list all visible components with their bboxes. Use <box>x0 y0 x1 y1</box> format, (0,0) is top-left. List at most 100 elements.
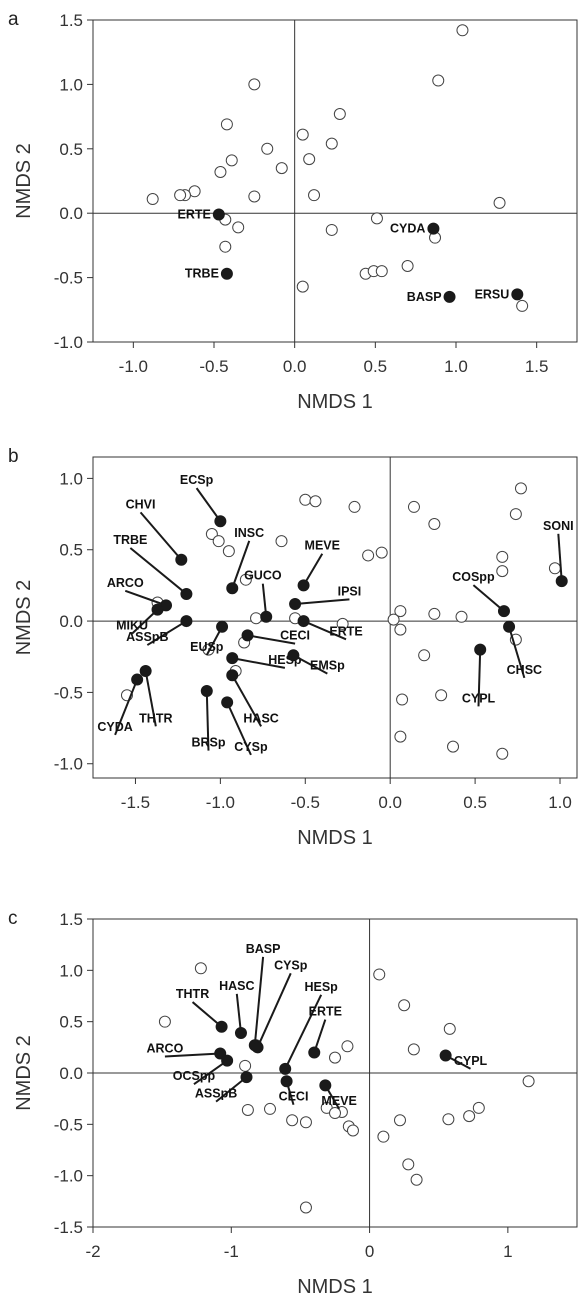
leader-line <box>124 589 167 607</box>
open-point <box>428 518 441 531</box>
species-label: CYSp <box>234 740 268 754</box>
open-point <box>394 730 407 743</box>
y-axis-label: NMDS 2 <box>13 1035 35 1111</box>
leader-line <box>144 670 157 727</box>
y-tick-label: 0.0 <box>59 612 83 631</box>
species-label: CHSC <box>507 663 542 677</box>
leader-line <box>164 1052 221 1058</box>
open-point <box>496 565 509 578</box>
species-label: ERSU <box>475 287 510 301</box>
filled-point <box>131 673 144 686</box>
x-tick-label: 1.5 <box>525 357 549 376</box>
open-point <box>212 535 225 548</box>
filled-point <box>215 1020 228 1033</box>
open-point <box>333 108 346 121</box>
y-axis-label: NMDS 2 <box>13 580 35 656</box>
filled-point <box>280 1075 293 1088</box>
leader-line <box>146 620 187 646</box>
open-point <box>402 1158 415 1171</box>
species-label: THTR <box>176 987 209 1001</box>
species-label: MEVE <box>305 539 340 553</box>
open-point <box>299 1201 312 1214</box>
species-label: CYDA <box>97 720 132 734</box>
open-point <box>398 999 411 1012</box>
x-tick-label: 1.0 <box>444 357 468 376</box>
y-tick-label: -1.0 <box>54 333 83 352</box>
species-label: CECI <box>280 629 310 643</box>
filled-point <box>511 288 524 301</box>
species-label: ARCO <box>147 1041 184 1055</box>
plot-frame <box>92 19 578 343</box>
filled-point <box>200 684 213 697</box>
open-point <box>472 1101 485 1114</box>
open-point <box>428 607 441 620</box>
y-tick-label: 0.0 <box>59 204 83 223</box>
species-label: ECSp <box>180 473 214 487</box>
open-point <box>329 1107 341 1120</box>
species-label: GUCO <box>244 569 282 583</box>
open-point <box>309 495 322 508</box>
y-tick-label: -0.5 <box>54 683 83 702</box>
species-label: ERTE <box>309 1005 342 1019</box>
leader-line <box>129 547 188 595</box>
y-tick-label: -0.5 <box>54 269 83 288</box>
leader-line <box>303 620 347 641</box>
species-label: BASP <box>246 942 281 956</box>
open-point <box>407 1043 420 1056</box>
open-point <box>387 613 400 626</box>
open-point <box>493 196 506 209</box>
leader-line <box>215 1076 248 1103</box>
leader-line <box>205 690 210 751</box>
species-label: SONI <box>543 519 574 533</box>
leader-line <box>231 674 262 727</box>
leader-line <box>508 626 526 679</box>
filled-point <box>289 597 302 610</box>
species-label: BRSp <box>191 736 225 750</box>
x-tick-label: 0.0 <box>283 357 307 376</box>
species-label: MEVE <box>321 1094 356 1108</box>
open-point <box>239 573 252 586</box>
filled-point <box>212 208 225 221</box>
panel-c: -2 -1 0 1 -1.5 -1.0 -0.5 0.0 0.5 1.0 1.5 NMDS 1 NMDS… <box>8 908 578 1298</box>
leader-line <box>191 1001 223 1028</box>
species-label: TRBE <box>113 533 147 547</box>
y-tick-label: 1.5 <box>59 11 83 30</box>
open-point <box>348 500 361 513</box>
species-label: CYDA <box>390 222 425 236</box>
y-tick-label: 1.0 <box>59 469 83 488</box>
species-label: EMSp <box>310 659 345 673</box>
open-point <box>303 153 316 166</box>
species-label: HESp <box>304 980 338 994</box>
open-point <box>410 1173 423 1186</box>
plot-frame <box>92 456 578 779</box>
x-tick-label: 0.5 <box>463 793 487 812</box>
open-point <box>346 1124 359 1137</box>
y-tick-label: 1.5 <box>59 910 83 929</box>
open-point <box>509 508 522 521</box>
filled-point <box>297 615 310 628</box>
leader-line <box>193 1059 228 1086</box>
x-tick-label: 1.0 <box>548 793 572 812</box>
open-point <box>220 118 233 131</box>
open-point <box>341 1040 354 1053</box>
x-tick-label: -2 <box>85 1242 100 1261</box>
filled-point <box>221 696 234 709</box>
leader-line <box>139 511 183 561</box>
open-point <box>370 212 383 225</box>
open-point <box>248 78 261 91</box>
filled-point <box>220 267 233 280</box>
species-label: CECI <box>279 1090 309 1104</box>
y-tick-label: 0.5 <box>59 140 83 159</box>
y-tick-label: -1.0 <box>54 1167 83 1186</box>
y-tick-label: 1.0 <box>59 75 83 94</box>
open-point <box>362 549 375 562</box>
open-point <box>456 24 469 37</box>
filled-point <box>319 1079 332 1092</box>
species-label: CYSp <box>274 958 308 972</box>
leader-line <box>256 972 292 1048</box>
species-label: HASC <box>219 979 254 993</box>
filled-point <box>308 1046 321 1059</box>
filled-point <box>180 587 193 600</box>
leader-line <box>253 956 265 1046</box>
y-axis-label: NMDS 2 <box>13 143 35 219</box>
